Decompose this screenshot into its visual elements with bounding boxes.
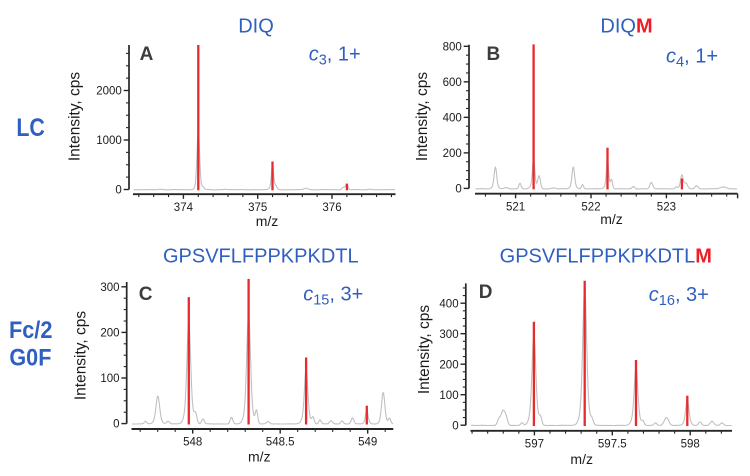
svg-text:548.5: 548.5 [266, 437, 295, 449]
svg-text:300: 300 [439, 329, 458, 341]
svg-text:100: 100 [439, 390, 458, 402]
svg-text:D: D [479, 282, 493, 303]
svg-text:G0F: G0F [9, 345, 51, 372]
svg-text:Fc/2: Fc/2 [9, 317, 53, 344]
svg-text:c4, 1+: c4, 1+ [666, 46, 718, 71]
svg-text:c3, 1+: c3, 1+ [309, 44, 361, 69]
svg-text:200: 200 [443, 148, 462, 160]
svg-text:A: A [140, 44, 154, 65]
svg-text:521: 521 [506, 201, 525, 213]
svg-text:Intensity, cps: Intensity, cps [416, 305, 433, 395]
svg-text:C: C [139, 284, 153, 305]
svg-text:DIQM: DIQM [600, 16, 652, 38]
svg-text:375: 375 [248, 202, 267, 214]
svg-text:598: 598 [681, 438, 700, 450]
svg-text:m/z: m/z [256, 213, 279, 229]
svg-text:597: 597 [525, 438, 544, 450]
svg-text:597.5: 597.5 [598, 438, 627, 450]
svg-text:Intensity, cps: Intensity, cps [67, 72, 84, 162]
svg-text:LC: LC [16, 114, 45, 142]
svg-text:m/z: m/z [600, 211, 623, 227]
svg-text:300: 300 [100, 282, 119, 294]
svg-text:c16, 3+: c16, 3+ [649, 284, 709, 309]
svg-text:0: 0 [455, 184, 461, 196]
svg-text:0: 0 [452, 420, 458, 432]
svg-text:100: 100 [100, 373, 119, 385]
svg-text:0: 0 [115, 185, 121, 197]
svg-text:Intensity, cps: Intensity, cps [73, 311, 90, 401]
svg-text:0: 0 [113, 419, 119, 431]
svg-text:522: 522 [581, 201, 600, 213]
svg-text:m/z: m/z [570, 451, 593, 467]
svg-text:376: 376 [322, 202, 341, 214]
svg-text:B: B [487, 44, 501, 65]
svg-text:c15, 3+: c15, 3+ [303, 284, 363, 309]
svg-text:m/z: m/z [248, 449, 271, 465]
svg-text:523: 523 [657, 201, 676, 213]
svg-text:400: 400 [439, 298, 458, 310]
svg-text:549: 549 [358, 437, 377, 449]
svg-text:200: 200 [439, 359, 458, 371]
svg-text:400: 400 [443, 112, 462, 124]
svg-text:548: 548 [183, 437, 202, 449]
svg-text:374: 374 [174, 202, 194, 214]
svg-text:2000: 2000 [96, 86, 122, 98]
svg-text:600: 600 [443, 77, 462, 89]
svg-text:Intensity, cps: Intensity, cps [414, 72, 431, 162]
svg-text:1000: 1000 [96, 135, 122, 147]
svg-text:GPSVFLFPPKPKDTLM: GPSVFLFPPKPKDTLM [500, 246, 712, 268]
svg-text:800: 800 [443, 41, 462, 53]
svg-text:DIQ: DIQ [238, 16, 274, 38]
svg-text:200: 200 [100, 328, 119, 340]
svg-text:GPSVFLFPPKPKDTL: GPSVFLFPPKPKDTL [163, 246, 359, 268]
